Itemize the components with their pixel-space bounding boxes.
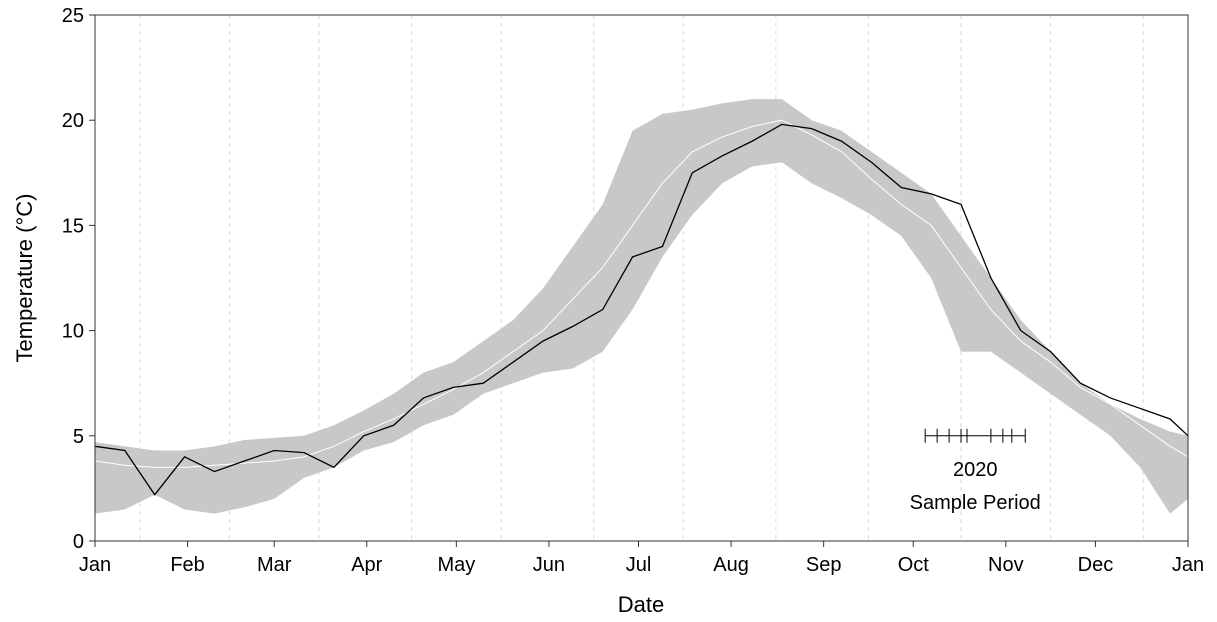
y-tick-label: 0	[73, 531, 84, 553]
x-tick-label: Nov	[988, 554, 1024, 576]
x-tick-label: Sep	[806, 554, 842, 576]
y-tick-label: 25	[62, 5, 84, 27]
y-tick-label: 10	[62, 321, 84, 343]
plot-frame	[94, 14, 1189, 542]
x-axis-label: Date	[618, 592, 664, 617]
range-band	[95, 99, 1188, 514]
x-tick-label: May	[437, 554, 475, 576]
y-axis-label: Temperature (°C)	[12, 194, 37, 363]
y-tick-label: 15	[62, 215, 84, 237]
y-tick-label: 20	[62, 110, 84, 132]
annotation: 2020	[953, 459, 998, 481]
x-tick-label: Oct	[898, 554, 930, 576]
x-tick-label: Dec	[1078, 554, 1114, 576]
x-tick-label: Jul	[626, 554, 652, 576]
series-line	[94, 119, 1189, 468]
annotation: Sample Period	[910, 492, 1041, 514]
x-tick-label: Jan	[1172, 554, 1204, 576]
x-tick-label: Jun	[533, 554, 565, 576]
y-tick-label: 5	[73, 426, 84, 448]
x-tick-label: Apr	[351, 554, 382, 576]
series-line	[94, 123, 1189, 496]
x-tick-label: Aug	[713, 554, 749, 576]
x-tick-label: Jan	[79, 554, 111, 576]
x-tick-label: Mar	[257, 554, 292, 576]
x-tick-label: Feb	[170, 554, 204, 576]
